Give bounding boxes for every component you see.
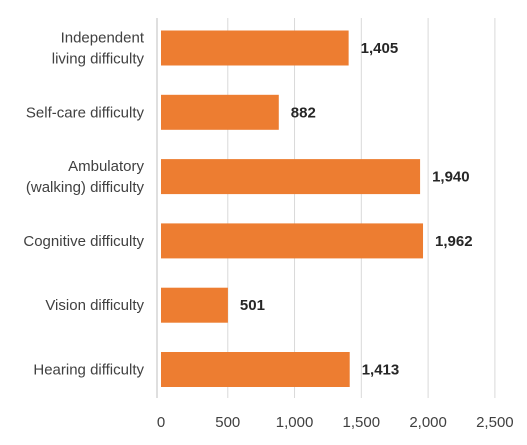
category-label: Hearing difficulty <box>33 362 144 379</box>
bar <box>161 352 350 387</box>
x-tick-label: 0 <box>157 414 165 431</box>
x-tick-label: 1,000 <box>276 414 314 431</box>
category-label: Cognitive difficulty <box>23 233 144 250</box>
data-label: 1,940 <box>432 169 470 186</box>
data-label: 1,962 <box>435 233 473 250</box>
data-label: 1,405 <box>361 40 399 57</box>
bar <box>161 94 279 130</box>
bar <box>161 287 228 323</box>
x-tick-label: 2,500 <box>476 414 514 431</box>
category-label: Vision difficulty <box>45 297 144 314</box>
grid-lines <box>156 18 496 398</box>
x-tick-label: 1,500 <box>343 414 381 431</box>
bar <box>161 159 421 195</box>
data-label: 1,413 <box>362 362 400 379</box>
bars <box>161 30 424 387</box>
category-label: Independent <box>61 30 145 47</box>
bar <box>161 223 424 259</box>
bar <box>161 30 349 66</box>
data-label: 501 <box>240 297 265 314</box>
category-label: (walking) difficulty <box>26 179 145 196</box>
category-label: Self-care difficulty <box>26 104 145 121</box>
x-tick-label: 2,000 <box>409 414 447 431</box>
category-label: living difficulty <box>52 51 145 68</box>
labels: 0 500 1,000 1,500 2,000 2,500 1,405 Independent… <box>23 30 513 432</box>
category-label: Ambulatory <box>68 158 144 175</box>
x-tick-label: 500 <box>215 414 240 431</box>
data-label: 882 <box>291 104 316 121</box>
